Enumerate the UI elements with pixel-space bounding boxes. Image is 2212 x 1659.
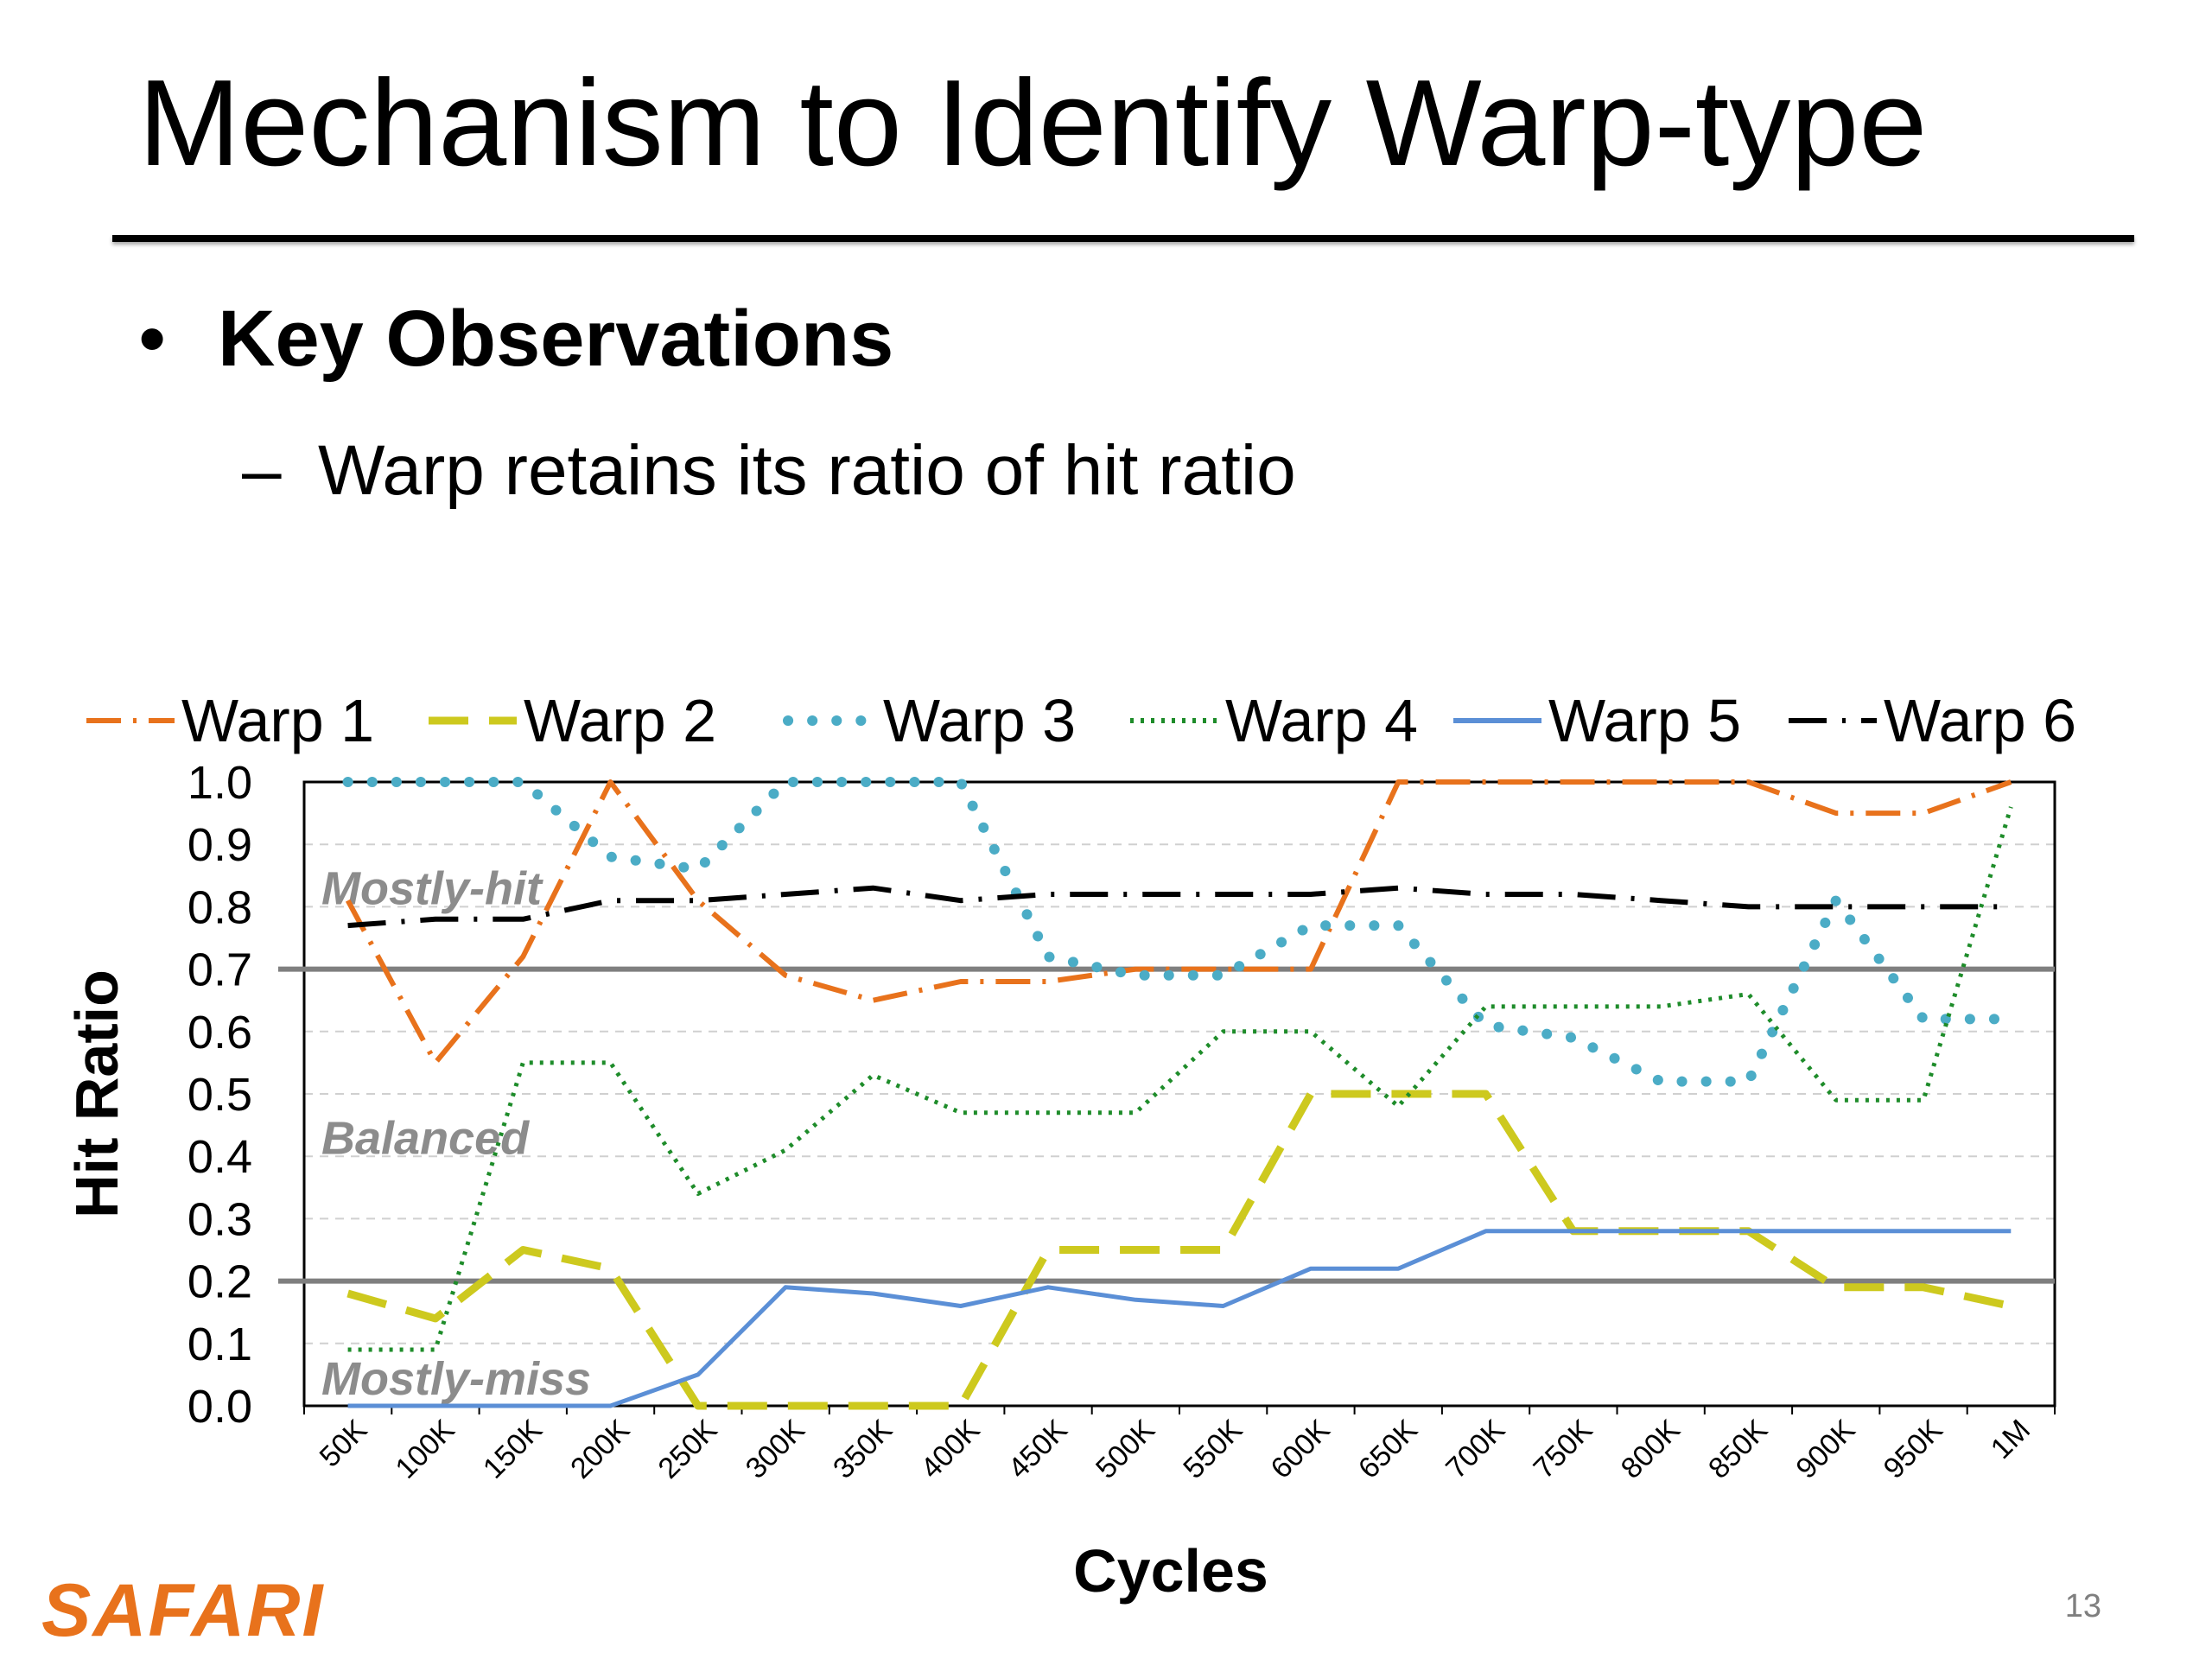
x-tick-label: 100K [390,1414,461,1485]
x-tick-label: 950K [1878,1414,1949,1485]
y-axis-title: Hit Ratio [63,969,130,1218]
legend-label-warp-5: Warp 5 [1548,687,1741,754]
y-tick-label: 0.1 [188,1319,252,1370]
region-label: Mostly-hit [321,863,543,915]
slide-title: Mechanism to Identify Warp-type [138,54,1928,192]
x-tick-label: 250K [652,1414,723,1485]
legend-label-warp-4: Warp 4 [1225,687,1418,754]
legend-label-warp-3: Warp 3 [883,687,1076,754]
x-axis-title: Cycles [1073,1537,1268,1605]
gridlines [304,843,2055,1344]
legend-label-warp-2: Warp 2 [524,687,716,754]
sub-bullet-text: Warp retains its ratio of hit ratio [318,431,1296,510]
y-tick-label: 0.8 [188,881,252,933]
y-tick-label: 0.2 [188,1256,252,1308]
x-tick-label: 850K [1702,1414,1774,1485]
x-tick-label: 900K [1789,1414,1861,1485]
series-line-warp-6 [347,885,2012,929]
x-tick-label: 700K [1440,1414,1511,1485]
region-label: Mostly-miss [321,1353,591,1405]
chart-legend: Warp 1 Warp 2 Warp 3 Warp 4 Warp 5 Warp 6 [86,687,2076,754]
legend-label-warp-1: Warp 1 [181,687,374,754]
y-tick-label: 0.4 [188,1131,252,1183]
x-tick-label: 50K [314,1414,374,1474]
x-tick-label: 650K [1352,1414,1424,1485]
series-line-warp-5 [347,1229,2012,1408]
x-tick-label: 150K [477,1414,549,1485]
y-tick-label: 0.5 [188,1069,252,1121]
x-tick-label: 200K [564,1414,636,1485]
bullet-marker: • [138,295,167,383]
series-line-warp-3 [342,777,2017,1087]
y-tick-label: 0.9 [188,819,252,871]
series-line-warp-2 [346,1090,2012,1410]
x-tick-label: 350K [827,1414,899,1485]
x-tick-label: 550K [1177,1414,1249,1485]
x-tick-label: 400K [914,1414,986,1485]
bullet-text: Key Observations [218,295,894,383]
y-tick-label: 0.3 [188,1193,252,1245]
y-tick-label: 1.0 [188,757,252,809]
x-tick-label: 1M [1985,1414,2037,1465]
x-tick-label: 300K [740,1414,811,1485]
safari-logo: SAFARI [41,1569,325,1652]
x-tick-label: 500K [1090,1414,1161,1485]
sub-bullet-marker: – [242,431,282,510]
x-tick-label: 450K [1002,1414,1074,1485]
bullet-item: • Key Observations [138,294,893,385]
page-number: 13 [2064,1588,2101,1624]
y-tick-label: 0.0 [188,1381,252,1433]
series-line-warp-1 [345,779,2012,1065]
title-divider [112,235,2134,242]
y-tick-label: 0.7 [188,944,252,996]
x-tick-label: 800K [1615,1414,1687,1485]
region-label: Balanced [321,1112,530,1164]
x-tick-label: 600K [1265,1414,1337,1485]
y-tick-label: 0.6 [188,1007,252,1058]
x-tick-label: 750K [1527,1414,1599,1485]
legend-label-warp-6: Warp 6 [1884,687,2076,754]
sub-bullet-item: – Warp retains its ratio of hit ratio [242,430,1296,512]
